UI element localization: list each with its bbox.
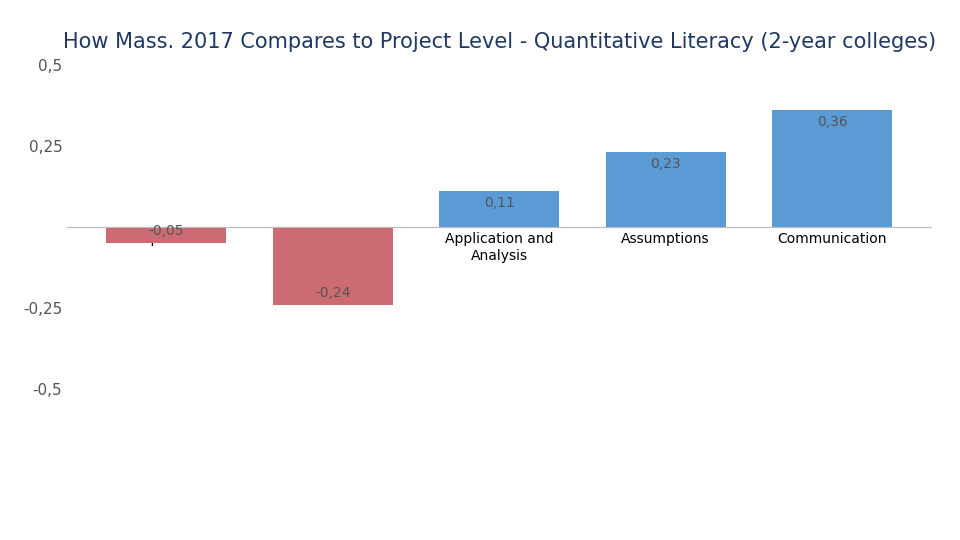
Bar — [606, 152, 726, 227]
Bar — [440, 191, 559, 227]
Text: 0,36: 0,36 — [817, 115, 848, 129]
Text: 0,11: 0,11 — [484, 196, 515, 210]
Text: -0,05: -0,05 — [149, 224, 184, 238]
Title: How Mass. 2017 Compares to Project Level - Quantitative Literacy (2-year college: How Mass. 2017 Compares to Project Level… — [62, 32, 936, 52]
Bar — [107, 227, 227, 243]
Bar — [772, 110, 892, 227]
Text: -0,24: -0,24 — [315, 286, 350, 300]
Text: 0,23: 0,23 — [650, 157, 681, 171]
Bar — [273, 227, 393, 305]
